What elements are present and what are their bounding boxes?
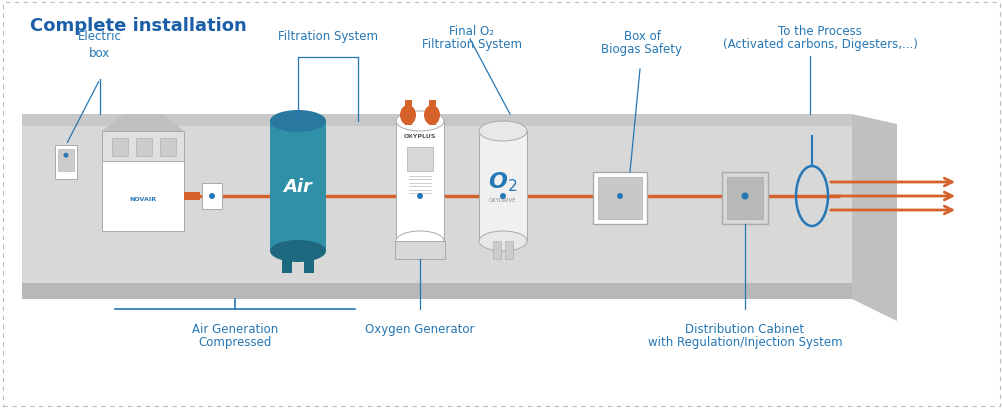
- Text: Final O₂: Final O₂: [449, 25, 494, 38]
- Ellipse shape: [270, 240, 326, 262]
- Ellipse shape: [616, 193, 622, 200]
- Bar: [136, 139, 152, 157]
- Ellipse shape: [479, 122, 526, 142]
- Ellipse shape: [63, 153, 68, 158]
- Text: Filtration System: Filtration System: [278, 30, 378, 43]
- Text: Complete installation: Complete installation: [30, 17, 246, 35]
- Bar: [597, 178, 641, 220]
- Bar: [112, 139, 128, 157]
- Ellipse shape: [396, 112, 444, 132]
- Bar: [407, 148, 433, 172]
- Text: Air: Air: [284, 178, 313, 196]
- Ellipse shape: [424, 106, 440, 126]
- Text: Air Generation: Air Generation: [191, 322, 278, 335]
- Bar: [504, 241, 512, 259]
- Bar: [396, 122, 444, 241]
- Bar: [726, 178, 763, 220]
- Ellipse shape: [740, 193, 747, 200]
- Ellipse shape: [400, 106, 416, 126]
- Polygon shape: [851, 115, 896, 321]
- Bar: [395, 241, 445, 259]
- Text: O$_2$: O$_2$: [488, 170, 517, 193]
- Bar: [22, 283, 851, 299]
- Bar: [58, 150, 74, 172]
- Text: Oxygen Generator: Oxygen Generator: [365, 322, 474, 335]
- Text: with Regulation/Injection System: with Regulation/Injection System: [647, 335, 842, 348]
- Text: OXYDRIVE: OXYDRIVE: [489, 198, 516, 203]
- Text: Biogas Safety: Biogas Safety: [601, 43, 681, 56]
- Ellipse shape: [208, 193, 214, 200]
- Text: Electric
box: Electric box: [78, 30, 122, 60]
- Bar: [55, 146, 77, 180]
- Bar: [479, 132, 526, 241]
- Bar: [102, 132, 183, 231]
- Bar: [493, 241, 501, 259]
- Bar: [22, 115, 851, 127]
- Bar: [592, 173, 646, 225]
- Text: Compressed: Compressed: [198, 335, 272, 348]
- Text: Filtration System: Filtration System: [422, 38, 521, 51]
- Ellipse shape: [417, 193, 423, 200]
- Text: OXYPLUS: OXYPLUS: [404, 133, 436, 138]
- Bar: [183, 193, 199, 200]
- Text: To the Process: To the Process: [778, 25, 861, 38]
- Ellipse shape: [500, 193, 505, 200]
- Bar: [102, 132, 183, 162]
- Polygon shape: [102, 115, 183, 132]
- Bar: [304, 252, 314, 273]
- Bar: [270, 122, 326, 252]
- Text: Box of: Box of: [623, 30, 659, 43]
- Bar: [22, 115, 851, 299]
- Ellipse shape: [270, 111, 326, 133]
- Ellipse shape: [479, 231, 526, 252]
- Text: (Activated carbons, Digesters,...): (Activated carbons, Digesters,...): [721, 38, 917, 51]
- Text: NOVAIR: NOVAIR: [129, 197, 156, 202]
- Text: Distribution Cabinet: Distribution Cabinet: [684, 322, 804, 335]
- Bar: [282, 252, 292, 273]
- Bar: [201, 184, 221, 209]
- Ellipse shape: [396, 231, 444, 252]
- Bar: [721, 173, 768, 225]
- Bar: [160, 139, 175, 157]
